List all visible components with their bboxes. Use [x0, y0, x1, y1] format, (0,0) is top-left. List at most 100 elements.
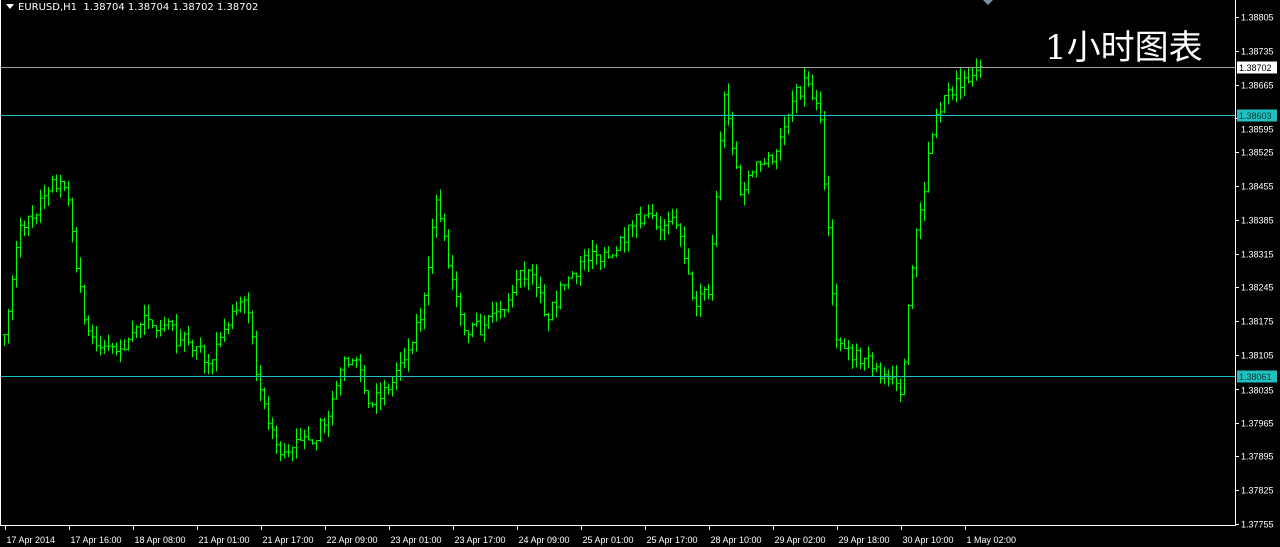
price-bar — [130, 320, 135, 342]
price-bar — [730, 111, 735, 156]
price-bar — [462, 313, 467, 336]
price-bar — [446, 229, 451, 269]
price-bar — [150, 319, 155, 329]
price-bar — [658, 216, 663, 241]
price-bar — [262, 387, 267, 410]
price-tick-label: 1.37965 — [1241, 419, 1274, 429]
price-bar — [346, 356, 351, 368]
price-bar — [6, 308, 11, 344]
price-bar — [46, 186, 51, 206]
price-bar — [654, 211, 659, 231]
price-bar — [182, 331, 187, 352]
price-bar — [538, 276, 543, 304]
time-tick-label: 18 Apr 08:00 — [135, 535, 186, 545]
price-bar — [198, 337, 203, 353]
price-bar — [890, 365, 895, 385]
price-bar — [482, 315, 487, 343]
price-bar — [802, 67, 807, 107]
price-bar — [202, 344, 207, 374]
price-bar — [422, 292, 427, 330]
price-bar — [974, 58, 979, 81]
price-bar — [714, 190, 719, 247]
time-tick-label: 28 Apr 10:00 — [711, 535, 762, 545]
price-bar — [674, 208, 679, 230]
price-bar — [486, 314, 491, 330]
dropdown-triangle-icon[interactable] — [6, 4, 14, 9]
price-bar — [690, 271, 695, 301]
price-bar — [26, 215, 31, 236]
price-bar — [606, 246, 611, 259]
price-bar — [518, 269, 523, 289]
price-tick-label: 1.38105 — [1241, 351, 1274, 361]
price-bar — [470, 322, 475, 338]
price-bar — [314, 440, 319, 451]
price-bar — [942, 95, 947, 114]
price-bar — [258, 365, 263, 402]
price-bar — [550, 301, 555, 321]
price-bar — [118, 339, 123, 363]
price-bar — [298, 427, 303, 441]
ohlc-values: 1.38704 1.38704 1.38702 1.38702 — [83, 2, 259, 13]
price-bar — [750, 170, 755, 178]
horizontal-lines — [0, 67, 1235, 377]
price-bar — [934, 108, 939, 139]
price-bar — [850, 344, 855, 369]
price-bar — [930, 132, 935, 154]
price-bar — [546, 312, 551, 332]
price-bar — [278, 441, 283, 462]
price-bar — [954, 70, 959, 103]
price-bar — [590, 239, 595, 270]
price-bar — [542, 284, 547, 317]
price-bar — [970, 66, 975, 87]
price-bar — [574, 272, 579, 284]
price-bar — [10, 275, 15, 321]
price-bar — [506, 292, 511, 313]
price-bar — [390, 376, 395, 397]
price-bar — [910, 265, 915, 309]
price-bar — [434, 194, 439, 238]
price-bar — [102, 339, 107, 354]
price-bar — [174, 313, 179, 354]
price-bar — [406, 338, 411, 372]
price-bar — [650, 203, 655, 220]
price-bar — [466, 330, 471, 344]
price-bar — [306, 426, 311, 441]
price-bar — [14, 241, 19, 288]
price-bar — [126, 337, 131, 351]
price-bar — [562, 284, 567, 291]
price-bar — [914, 228, 919, 278]
price-bar — [498, 300, 503, 319]
price-bar — [618, 235, 623, 252]
price-bar — [402, 347, 407, 369]
price-bar — [662, 219, 667, 241]
price-bar — [702, 286, 707, 301]
price-bar — [594, 244, 599, 265]
price-bar — [862, 357, 867, 371]
time-tick-label: 17 Apr 16:00 — [71, 535, 122, 545]
time-tick-label: 29 Apr 02:00 — [775, 535, 826, 545]
price-bar — [826, 175, 831, 236]
chart-shift-marker-icon[interactable] — [983, 0, 993, 5]
price-bar — [326, 410, 331, 438]
price-bar — [334, 380, 339, 400]
price-bar — [534, 264, 539, 298]
price-bar — [746, 170, 751, 194]
price-bar — [234, 301, 239, 316]
price-bar — [254, 330, 259, 382]
price-bar — [38, 189, 43, 223]
price-bar — [558, 281, 563, 310]
price-bar — [966, 67, 971, 84]
price-bar — [946, 82, 951, 105]
price-bar — [962, 70, 967, 97]
price-bar — [294, 428, 299, 459]
price-bar — [242, 296, 247, 314]
price-bar — [742, 182, 747, 206]
price-bar — [382, 379, 387, 406]
price-bar — [686, 248, 691, 275]
price-bar — [34, 213, 39, 225]
price-bar — [818, 91, 823, 124]
price-bar — [530, 264, 535, 285]
price-bar — [830, 219, 835, 306]
price-bar — [806, 71, 811, 87]
